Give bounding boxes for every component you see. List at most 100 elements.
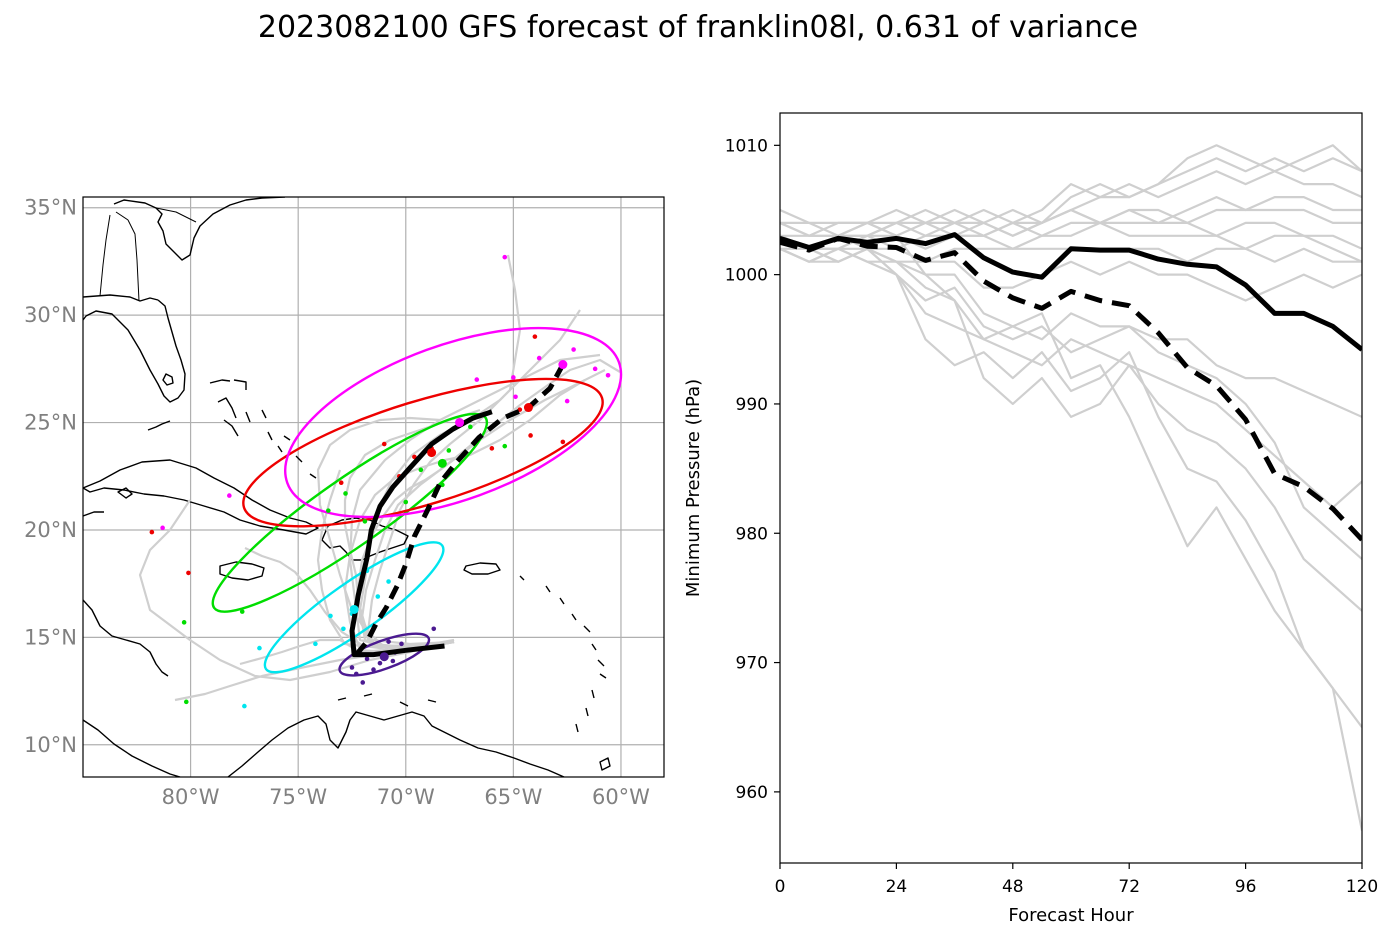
mean-tracks — [349, 360, 568, 662]
ensemble-pressure-line — [780, 247, 1362, 560]
plot-frame — [779, 112, 1363, 864]
ensemble-position-point — [571, 347, 576, 352]
x-tick-label: 24 — [886, 877, 908, 897]
ensemble-position-point — [242, 703, 247, 709]
lake-okeechobee — [162, 373, 174, 386]
map-panel: 80°W 75°W 70°W 65°W 60°W 10°N 15°N 20°N 25°N 30°N… — [24, 196, 665, 809]
isla-juventud — [117, 487, 133, 499]
x-tick-label: 96 — [1235, 877, 1257, 897]
ensemble-position-point — [381, 441, 387, 447]
ensemble-position-point — [183, 699, 189, 705]
ensemble-position-point — [564, 398, 570, 404]
lat-tick-label: 25°N — [24, 411, 77, 435]
lon-tick-label: 80°W — [162, 785, 220, 809]
ensemble-track — [343, 408, 481, 650]
ensemble-position-point — [149, 529, 155, 535]
ensemble-position-point — [418, 467, 424, 473]
bahamas-2 — [217, 397, 237, 419]
state-border-ga-fl — [115, 211, 140, 302]
ensemble-pressure-line — [780, 234, 1362, 509]
pressure-line-solid — [780, 232, 1362, 352]
y-tick-label: 960 — [736, 783, 768, 803]
mean-position-marker — [455, 418, 465, 428]
mean-position-marker — [427, 448, 437, 458]
figure-title: 2023082100 GFS forecast of franklin08l, … — [257, 10, 1139, 45]
ensemble-position-point — [489, 446, 495, 451]
lat-tick-label: 35°N — [24, 196, 77, 220]
lon-tick-label: 75°W — [269, 785, 327, 809]
uncertainty-ellipse — [338, 632, 431, 677]
ensemble-position-point — [326, 508, 331, 513]
state-border-al — [99, 214, 111, 297]
y-tick-label: 980 — [736, 524, 768, 544]
ensemble-position-point — [349, 665, 355, 670]
ensemble-pressure-line — [780, 170, 1362, 237]
mean-pressure-lines — [780, 232, 1362, 542]
y-axis-label: Minimum Pressure (hPa) — [683, 379, 704, 597]
ensemble-position-point — [227, 493, 232, 498]
mean-position-marker — [379, 652, 389, 662]
y-tick-label: 990 — [736, 395, 768, 415]
state-border-sc — [155, 207, 197, 223]
ensemble-position-point — [386, 639, 391, 644]
ensemble-track — [138, 499, 455, 682]
ensemble-position-point — [186, 570, 191, 576]
lon-tick-label: 60°W — [592, 785, 650, 809]
ensemble-position-point — [341, 626, 346, 632]
x-tick-label: 120 — [1346, 877, 1378, 897]
ensemble-position-point — [160, 525, 165, 531]
ensemble-position-point — [517, 407, 523, 412]
y-tick-label: 970 — [736, 654, 768, 674]
ensemble-position-point — [399, 641, 404, 647]
ensemble-position-point — [360, 680, 366, 685]
pressure-panel: 0 24 48 72 96 120 960 970 980 990 1000 1010 Forecas… — [683, 112, 1378, 926]
ensemble-position-point — [403, 499, 409, 505]
trinidad — [599, 757, 611, 771]
ensemble-pressure-line — [780, 221, 1362, 263]
uncertainty-ellipse — [284, 326, 623, 519]
ensemble-pressure-lines — [780, 144, 1362, 831]
x-axis-label: Forecast Hour — [1008, 905, 1134, 926]
gulf-coast — [83, 294, 159, 302]
ensemble-pressure-line — [780, 221, 1362, 612]
ensemble-position-point — [502, 443, 508, 449]
mean-position-marker — [523, 403, 533, 413]
ensemble-position-point — [371, 667, 376, 672]
lat-tick-label: 15°N — [24, 625, 77, 649]
ensemble-track — [360, 358, 621, 648]
ensemble-position-point — [528, 433, 533, 438]
x-tick-label: 72 — [1118, 877, 1140, 897]
ensemble-position-point — [468, 424, 473, 430]
ensemble-position-point — [592, 366, 598, 372]
ensemble-track — [244, 547, 455, 649]
ensemble-position-point — [353, 671, 359, 677]
ensemble-position-point — [431, 626, 437, 632]
lesser-antilles — [519, 575, 607, 733]
uncertainty-ellipse — [263, 541, 445, 674]
pressure-axes: 0 24 48 72 96 120 960 970 980 990 1000 1010 — [725, 136, 1378, 897]
ensemble-position-point — [181, 620, 187, 625]
ensemble-position-point — [364, 656, 370, 662]
ensemble-position-point — [343, 491, 348, 496]
mean-track-solid — [349, 409, 493, 658]
y-tick-label: 1000 — [725, 266, 768, 286]
lat-tick-label: 10°N — [24, 733, 77, 757]
ensemble-position-point — [502, 254, 508, 260]
ensemble-position-point — [375, 594, 381, 599]
uncertainty-ellipses — [211, 326, 623, 677]
mean-position-marker — [437, 458, 447, 468]
lon-tick-label: 65°W — [484, 785, 542, 809]
ensemble-position-point — [328, 613, 333, 619]
ensemble-position-point — [239, 609, 245, 614]
ensemble-pressure-line — [780, 247, 1362, 418]
ensemble-position-point — [362, 519, 368, 524]
ensemble-position-point — [474, 377, 480, 382]
bahamas-1 — [209, 379, 247, 390]
x-tick-label: 0 — [775, 877, 786, 897]
map-coastlines — [83, 197, 611, 777]
mean-position-marker — [349, 604, 359, 614]
abc-islands — [337, 693, 437, 707]
central-america — [83, 511, 181, 777]
bahamas-3 — [223, 411, 251, 437]
ensemble-position-point — [605, 372, 611, 378]
